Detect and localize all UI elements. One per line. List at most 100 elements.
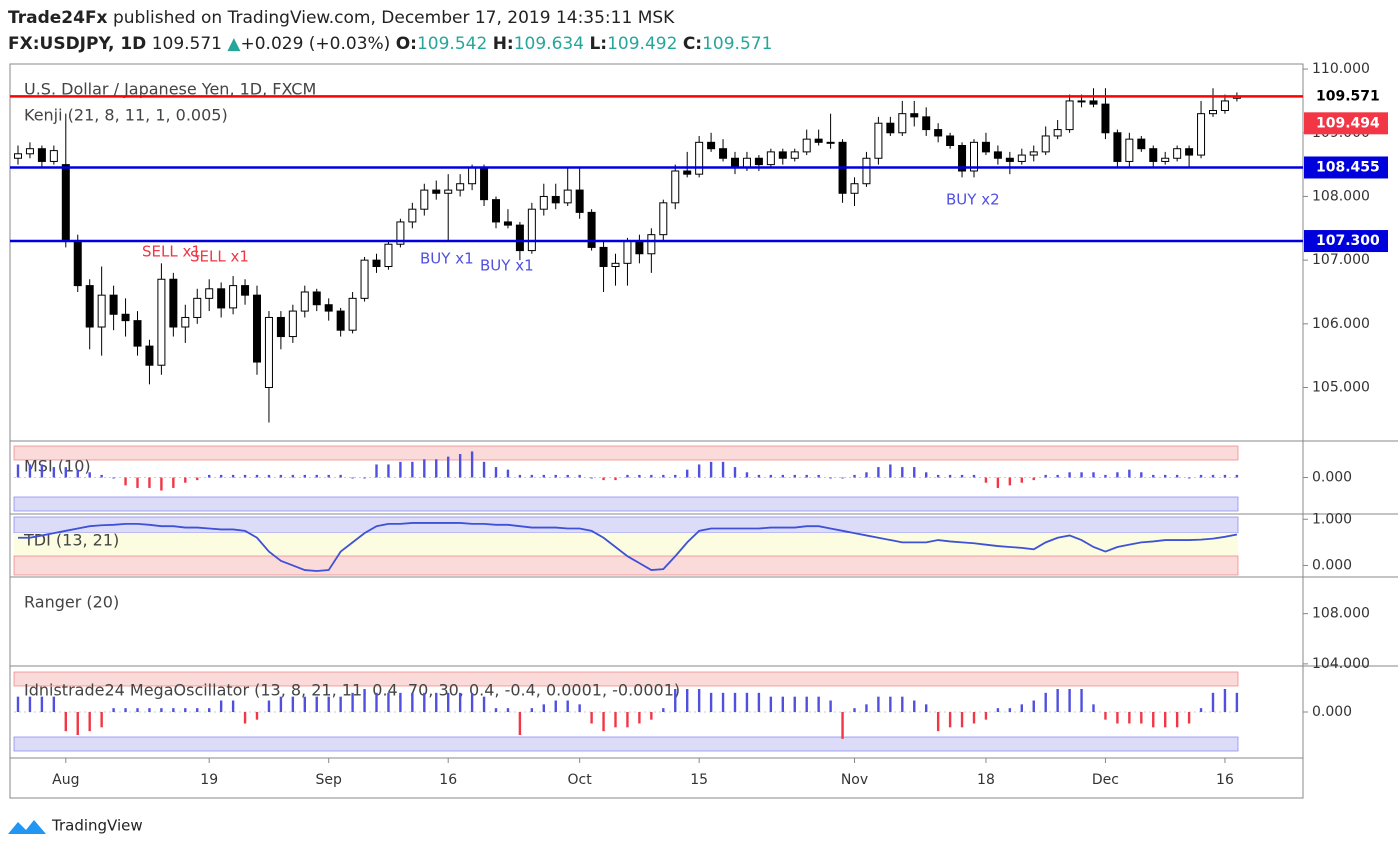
histogram-bar	[733, 467, 737, 478]
candle-body	[1089, 100, 1098, 105]
candle-body	[384, 243, 393, 268]
candle-body	[1161, 157, 1170, 162]
histogram-bar	[1211, 474, 1215, 478]
candle-body	[1125, 138, 1134, 162]
histogram-bar	[626, 712, 629, 728]
histogram-bar	[172, 477, 175, 488]
histogram-bar	[1235, 692, 1239, 712]
histogram-bar	[52, 467, 56, 478]
histogram-bar	[674, 474, 677, 478]
histogram-bar	[578, 474, 581, 478]
histogram-bar	[817, 696, 820, 712]
y-tick-label: 108.000	[1312, 606, 1370, 622]
y-tick-label: 105.000	[1312, 380, 1370, 396]
histogram-bar	[482, 696, 486, 712]
candle-body	[456, 183, 465, 191]
histogram-bar	[1092, 472, 1095, 478]
histogram-bar	[805, 696, 808, 712]
histogram-bar	[1223, 474, 1227, 478]
histogram-bar	[721, 461, 725, 478]
histogram-bar	[136, 708, 139, 712]
brand: TradingView	[51, 817, 143, 835]
candle-body	[300, 291, 309, 312]
candle-body	[480, 167, 489, 201]
candle-body	[1029, 151, 1038, 156]
histogram-bar	[960, 474, 964, 478]
msi-label: MSI (10)	[24, 457, 91, 476]
histogram-bar	[1056, 474, 1059, 478]
l-label: L:	[589, 34, 607, 54]
last: 109.571	[152, 34, 222, 54]
candle-body	[157, 278, 166, 366]
histogram-bar	[482, 461, 486, 478]
annotation: SELL x1	[190, 248, 249, 266]
histogram-bar	[530, 474, 534, 478]
histogram-bar	[984, 712, 988, 720]
histogram-bar	[686, 689, 689, 712]
c-label: C:	[683, 34, 702, 54]
y-tick-label: 0.000	[1312, 470, 1352, 486]
histogram-bar	[721, 692, 725, 712]
histogram-bar	[1175, 474, 1179, 478]
level-badge	[1304, 85, 1388, 108]
histogram-bar	[494, 467, 498, 478]
candle-body	[659, 202, 668, 236]
histogram-bar	[1044, 474, 1047, 478]
candle-body	[1149, 148, 1158, 162]
h: 109.634	[514, 34, 584, 54]
histogram-bar	[279, 696, 283, 712]
candle-body	[850, 183, 859, 194]
candle-body	[1220, 100, 1229, 111]
candle-body	[1065, 100, 1074, 131]
histogram-bar	[542, 474, 545, 478]
histogram-bar	[566, 474, 569, 478]
histogram-bar	[1223, 689, 1227, 712]
histogram-bar	[1056, 689, 1059, 712]
candle-body	[49, 150, 58, 162]
y-tick-label: 0.000	[1312, 704, 1352, 720]
histogram-bar	[184, 477, 187, 483]
histogram-bar	[1020, 477, 1023, 483]
candle-body	[1077, 100, 1086, 103]
kenji-label: Kenji (21, 8, 11, 1, 0.005)	[24, 106, 228, 125]
x-tick-label: Oct	[568, 772, 593, 788]
histogram-bar	[399, 692, 402, 712]
candle-body	[766, 151, 775, 166]
candle-body	[264, 316, 273, 389]
histogram-bar	[686, 469, 689, 478]
candle-body	[635, 240, 644, 255]
annotation: BUY x1	[420, 250, 474, 268]
symbol: FX:USDJPY, 1D	[8, 34, 146, 54]
histogram-bar	[339, 474, 342, 478]
histogram-bar	[1032, 477, 1035, 481]
candle-body	[217, 288, 226, 309]
histogram-bar	[614, 712, 617, 728]
histogram-bar	[363, 689, 366, 712]
histogram-bar	[578, 704, 581, 712]
histogram-bar	[853, 708, 856, 712]
candle-body	[336, 310, 345, 331]
histogram-bar	[889, 696, 892, 712]
y-tick-label: 1.000	[1312, 511, 1352, 527]
histogram-bar	[1164, 712, 1167, 728]
histogram-bar	[889, 464, 892, 478]
histogram-bar	[208, 474, 211, 478]
histogram-bar	[148, 477, 151, 488]
histogram-bar	[399, 461, 402, 478]
candle-body	[193, 297, 202, 318]
candle-body	[970, 141, 978, 172]
histogram-bar	[769, 696, 773, 712]
histogram-bar	[172, 708, 175, 712]
candle-body	[503, 221, 512, 226]
candle-body	[790, 151, 799, 159]
candle-body	[37, 148, 46, 162]
o: 109.542	[417, 34, 487, 54]
candle-body	[922, 116, 931, 131]
histogram-bar	[1020, 704, 1023, 712]
histogram-bar	[64, 712, 67, 732]
author: Trade24Fx	[8, 8, 108, 28]
candle-body	[181, 316, 190, 328]
histogram-bar	[88, 472, 91, 478]
candle-body	[910, 113, 919, 118]
